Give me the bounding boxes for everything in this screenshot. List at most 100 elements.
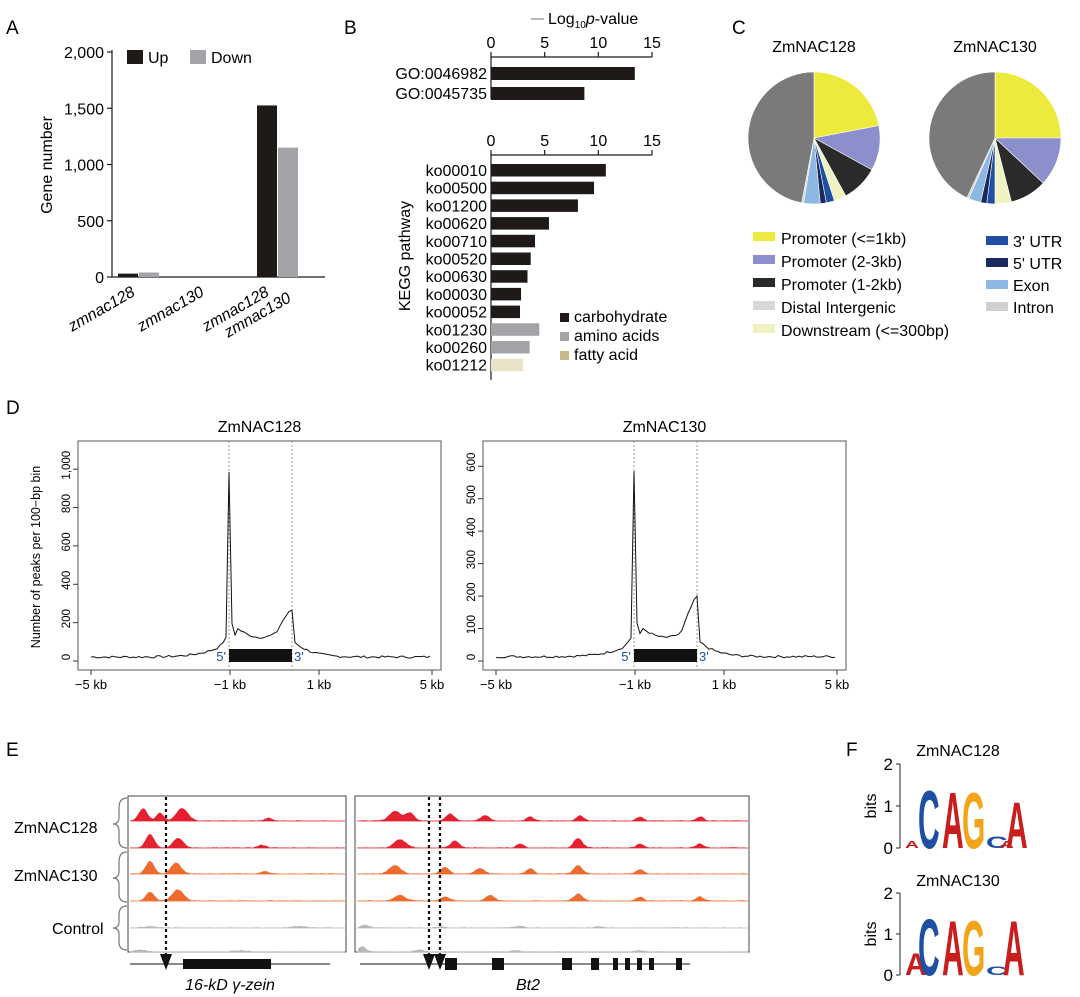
legend-swatch-fatty-acid — [560, 351, 569, 360]
gene-label-bt2: Bt2 — [516, 977, 540, 994]
x-tick-label: 15 — [643, 35, 661, 52]
bar-kegg-ko00630 — [491, 270, 528, 283]
logo-y-label: bits — [863, 922, 880, 947]
pie-charts-peak-annotation: ZmNAC128 ZmNAC130 Promoter (<=1kb) Promot… — [747, 39, 1062, 340]
bar-down-0 — [139, 272, 159, 277]
panel-label-d: D — [6, 398, 20, 419]
logo-letter-A: A — [1006, 789, 1028, 862]
track-signal-zein-0 — [131, 808, 344, 821]
y-tick-label: 1,000 — [64, 158, 104, 175]
bar-go-0 — [491, 67, 635, 80]
y-axis-label: Gene number — [39, 115, 56, 214]
y-tick-label: 200 — [61, 609, 73, 628]
peak-plot-0: ZmNAC128 0 200 400 600 800 1,000 −5 kb −1 kb 1 kb… — [61, 419, 444, 692]
x-tick-label: −1 kb — [619, 677, 651, 692]
bar-kegg-ko00052 — [491, 305, 520, 319]
logo-letter-A: A — [1003, 905, 1025, 992]
kegg-term-label: ko00630 — [426, 269, 487, 286]
logo-y-label: bits — [863, 794, 880, 819]
logo-title-zmnac130: ZmNAC130 — [916, 873, 1000, 890]
legend-label: Promoter (<=1kb) — [781, 231, 906, 248]
bar-kegg-ko00620 — [491, 217, 549, 230]
y-tick-label: 0 — [61, 654, 73, 660]
legend-label: 3' UTR — [1013, 234, 1062, 251]
y-tick-label: 800 — [61, 494, 73, 513]
legend-swatch-amino-acids — [560, 332, 569, 341]
x-tick-label: −1 kb — [214, 677, 246, 692]
legend-swatch — [753, 301, 775, 310]
peak-profile-line — [495, 471, 836, 659]
logo-letter-C: C — [986, 833, 1008, 852]
panel-label-f: F — [846, 740, 858, 761]
plot-frame — [77, 440, 442, 671]
logo-title-zmnac128: ZmNAC128 — [916, 743, 1000, 760]
track-signal-bt2-5 — [358, 946, 747, 952]
x-tick-label: 1 kb — [307, 677, 332, 692]
logo-letter-C: C — [918, 902, 940, 992]
gene-5prime-label: 5' — [621, 649, 631, 664]
gene-exon-bt2-3 — [591, 958, 599, 970]
bar-chart-enrichment: Log10p-value 0 5 10 15GO:0046982GO:0045735 … — [395, 11, 667, 380]
panel-label-e: E — [6, 740, 19, 761]
kegg-term-label: ko01200 — [426, 198, 487, 215]
logo-tick-label: 0 — [884, 839, 893, 858]
legend-label: Downstream (<=300bp) — [781, 323, 949, 340]
x-tick-label: 5 kb — [420, 677, 445, 692]
x-tick-label: 5 — [540, 133, 549, 150]
legend-label-up: Up — [148, 50, 169, 67]
track-signal-zein-2 — [131, 860, 344, 874]
pie-slice-0-8 — [747, 71, 815, 204]
logo-letter-A: A — [905, 839, 919, 850]
kegg-term-label: ko00500 — [426, 181, 487, 198]
legend-swatch — [986, 258, 1008, 267]
gene-exon-bt2-4 — [613, 958, 618, 970]
legend-swatch — [753, 232, 775, 241]
gene-exon-bt2-7 — [649, 958, 654, 970]
bar-chart-gene-number: Gene number 0 500 1,000 1,500 2,000 zmnac128… — [39, 45, 325, 342]
legend-label: Promoter (2-3kb) — [781, 254, 902, 271]
kegg-term-label: ko00010 — [426, 163, 487, 180]
gene-3prime-label: 3' — [294, 649, 304, 664]
x-tick-label: zmnac128 — [65, 284, 138, 336]
line-chart-peak-distribution: Number of peaks per 100−bp bin ZmNAC128 0… — [29, 419, 849, 692]
track-signal-bt2-2 — [358, 865, 747, 874]
logo-tick-label: 1 — [884, 925, 893, 944]
x-tick-label: 10 — [589, 133, 607, 150]
plot-frame — [482, 440, 847, 671]
kegg-term-label: ko00710 — [426, 234, 487, 251]
bar-up-0 — [118, 273, 138, 277]
legend-label-down: Down — [211, 50, 252, 67]
gene-exon-bt2-8 — [676, 958, 682, 970]
bar-kegg-ko00500 — [491, 181, 595, 195]
legend-swatch — [986, 236, 1008, 245]
kegg-term-label: ko00030 — [426, 287, 487, 304]
brace-control — [112, 905, 128, 951]
legend-swatch — [753, 255, 775, 264]
track-signal-bt2-0 — [358, 811, 747, 821]
go-term-label: GO:0046982 — [395, 66, 487, 83]
legend-label: Intron — [1013, 300, 1054, 317]
kegg-term-label: ko00520 — [426, 252, 487, 269]
y-tick-label: 300 — [466, 550, 478, 569]
pie-title-zmnac128: ZmNAC128 — [772, 39, 856, 56]
panel-label-c: C — [732, 18, 746, 39]
y-tick-label: 200 — [466, 582, 478, 601]
track-label-zmnac130: ZmNAC130 — [14, 868, 98, 885]
logo-tick-label: 2 — [884, 884, 893, 903]
kegg-axis-label: KEGG pathway — [397, 201, 414, 311]
binding-site-arrowhead — [160, 954, 172, 970]
panel-label-a: A — [6, 18, 19, 39]
peak-profile-line — [90, 472, 431, 659]
bar-kegg-ko00520 — [491, 252, 531, 265]
y-tick-label: 2,000 — [64, 45, 104, 62]
y-tick-label: 500 — [466, 485, 478, 504]
legend-swatch — [986, 280, 1008, 289]
plot-title: ZmNAC130 — [623, 419, 707, 436]
legend-label: Promoter (1-2kb) — [781, 277, 902, 294]
x-tick-label: 0 — [487, 133, 496, 150]
gene-body — [634, 649, 697, 662]
y-tick-label: 400 — [466, 518, 478, 537]
legend-label: Exon — [1013, 278, 1049, 295]
logo-letter-G: G — [962, 905, 985, 992]
